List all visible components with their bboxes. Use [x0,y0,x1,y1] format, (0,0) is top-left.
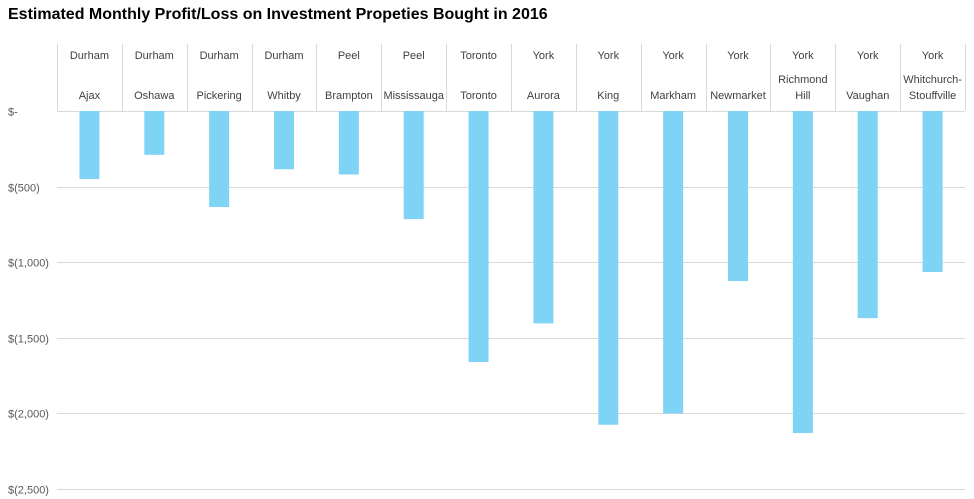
region-label: Durham [135,50,174,62]
y-tick-label: $(1,500) [8,334,49,346]
y-tick-label: $(500) [8,183,40,195]
bar [533,111,554,324]
region-label: York [662,50,684,62]
city-label: Richmond [778,74,828,86]
region-label: Peel [338,50,360,62]
bar [338,111,359,175]
city-label: Stouffville [909,90,957,102]
city-label: Pickering [197,90,242,102]
bar [598,111,619,425]
bar [468,111,489,362]
city-label: Hill [795,90,810,102]
city-label: Whitchurch- [903,74,962,86]
category-header: Durham Ajax Durham Oshawa Durham Pickering Dur… [57,44,966,111]
bar [274,111,294,170]
bar [663,111,684,414]
city-label: King [597,90,619,102]
region-label: Durham [200,50,239,62]
bar [728,111,748,282]
region-label: York [727,50,749,62]
bar [922,111,943,273]
region-label: Durham [70,50,109,62]
bar [209,111,230,208]
region-label: Peel [403,50,425,62]
city-label: Vaughan [846,90,889,102]
city-label: Toronto [460,90,497,102]
bar [792,111,813,434]
region-label: York [922,50,944,62]
city-label: Newmarket [710,90,766,102]
y-tick-label: $(2,500) [8,485,49,497]
y-tick-label: $(2,000) [8,409,49,421]
y-tick-label: $(1,000) [8,258,49,270]
bar [79,111,100,180]
city-label: Aurora [527,90,561,102]
city-label: Whitby [267,90,301,102]
y-axis-labels: $- $(500) $(1,000) $(1,500) $(2,000) $(2,500) [8,107,49,497]
bar [144,111,165,155]
region-label: Durham [264,50,303,62]
bar [857,111,878,319]
region-label: York [857,50,879,62]
city-label: Markham [650,90,696,102]
city-label: Oshawa [134,90,175,102]
bars [79,111,943,434]
bar [403,111,424,220]
city-label: Brampton [325,90,373,102]
city-label: Ajax [79,90,101,102]
region-label: Toronto [460,50,497,62]
region-label: York [597,50,619,62]
y-tick-label: $- [8,107,18,119]
chart-title: Estimated Monthly Profit/Loss on Investm… [8,6,548,23]
region-label: York [792,50,814,62]
gridlines [57,111,965,490]
city-label: Mississauga [383,90,444,102]
region-label: York [533,50,555,62]
